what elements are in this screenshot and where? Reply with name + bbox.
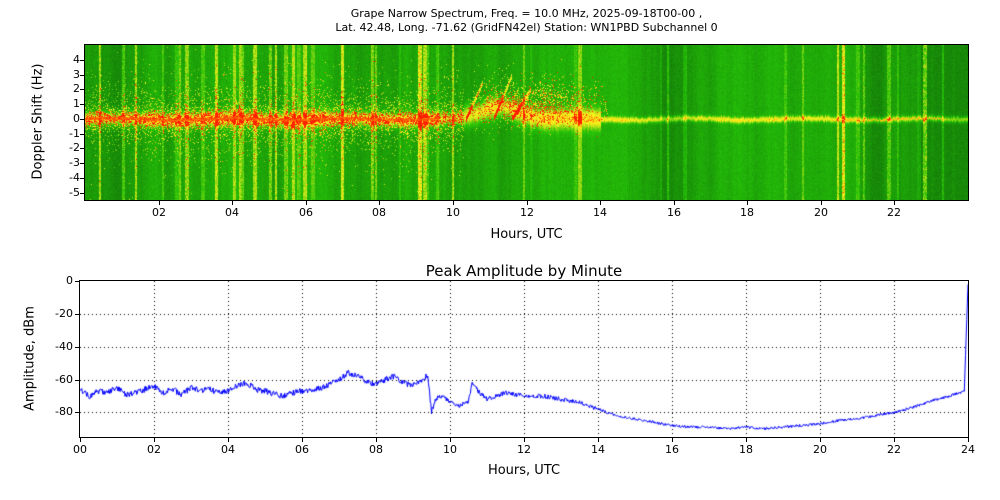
amplitude-x-tick-label: 20 bbox=[813, 443, 827, 456]
amplitude-xlabel: Hours, UTC bbox=[487, 463, 561, 478]
spectrogram-x-tick bbox=[527, 201, 528, 205]
spectrogram-x-tick-label: 06 bbox=[299, 206, 313, 219]
spectrogram-x-tick-label: 22 bbox=[887, 206, 901, 219]
amplitude-x-tick-label: 18 bbox=[739, 443, 753, 456]
amplitude-x-tick bbox=[672, 438, 673, 442]
amplitude-x-tick-label: 16 bbox=[665, 443, 679, 456]
spectrogram-y-tick bbox=[80, 163, 84, 164]
spectrogram-y-tick-label: 1 bbox=[73, 97, 80, 110]
amplitude-y-tick bbox=[75, 380, 79, 381]
spectrogram-x-tick bbox=[674, 201, 675, 205]
spectrogram-y-tick bbox=[80, 75, 84, 76]
spectrogram-x-tick-label: 18 bbox=[740, 206, 754, 219]
amplitude-y-tick-label: -80 bbox=[55, 405, 73, 418]
amplitude-y-tick bbox=[75, 281, 79, 282]
spectrogram-x-tick-label: 16 bbox=[667, 206, 681, 219]
amplitude-ylabel: Amplitude, dBm bbox=[22, 306, 38, 411]
spectrogram-canvas bbox=[85, 45, 968, 200]
spectrogram-y-tick-label: -1 bbox=[69, 127, 80, 140]
amplitude-x-tick bbox=[746, 438, 747, 442]
spectrogram-x-tick bbox=[379, 201, 380, 205]
spectrogram-title-line2: Lat. 42.48, Long. -71.62 (GridFN42el) St… bbox=[335, 21, 718, 34]
amplitude-x-tick-label: 06 bbox=[295, 443, 309, 456]
amplitude-x-tick-label: 04 bbox=[221, 443, 235, 456]
amplitude-y-tick bbox=[75, 347, 79, 348]
amplitude-x-tick-label: 22 bbox=[887, 443, 901, 456]
amplitude-x-tick-label: 02 bbox=[147, 443, 161, 456]
spectrogram-xlabel: Hours, UTC bbox=[490, 227, 563, 242]
amplitude-x-tick-label: 08 bbox=[369, 443, 383, 456]
spectrogram-x-tick bbox=[821, 201, 822, 205]
spectrogram-y-tick bbox=[80, 119, 84, 120]
spectrogram-y-tick bbox=[80, 134, 84, 135]
spectrogram-y-tick bbox=[80, 104, 84, 105]
spectrogram-y-tick-label: -3 bbox=[69, 156, 80, 169]
amplitude-x-tick bbox=[894, 438, 895, 442]
spectrogram-ylabel: Doppler Shift (Hz) bbox=[30, 63, 46, 180]
amplitude-frame bbox=[79, 280, 969, 438]
amplitude-y-tick-label: 0 bbox=[66, 274, 73, 287]
spectrogram-frame bbox=[84, 44, 969, 201]
spectrogram-y-tick bbox=[80, 60, 84, 61]
spectrogram-x-tick bbox=[306, 201, 307, 205]
amplitude-x-tick bbox=[80, 438, 81, 442]
amplitude-x-tick bbox=[524, 438, 525, 442]
spectrogram-y-tick-label: -4 bbox=[69, 171, 80, 184]
spectrogram-x-tick-label: 10 bbox=[446, 206, 460, 219]
amplitude-x-tick bbox=[154, 438, 155, 442]
amplitude-x-tick bbox=[228, 438, 229, 442]
amplitude-x-tick-label: 24 bbox=[961, 443, 975, 456]
amplitude-x-tick bbox=[450, 438, 451, 442]
spectrogram-x-tick bbox=[747, 201, 748, 205]
spectrogram-x-tick-label: 14 bbox=[593, 206, 607, 219]
spectrogram-y-tick bbox=[80, 89, 84, 90]
spectrogram-x-tick-label: 12 bbox=[520, 206, 534, 219]
amplitude-x-tick-label: 12 bbox=[517, 443, 531, 456]
amplitude-y-tick bbox=[75, 412, 79, 413]
amplitude-x-tick-label: 14 bbox=[591, 443, 605, 456]
amplitude-x-tick bbox=[302, 438, 303, 442]
amplitude-x-tick-label: 00 bbox=[73, 443, 87, 456]
amplitude-x-tick bbox=[376, 438, 377, 442]
spectrogram-x-tick bbox=[453, 201, 454, 205]
spectrogram-x-tick-label: 04 bbox=[225, 206, 239, 219]
amplitude-title: Peak Amplitude by Minute bbox=[425, 262, 623, 280]
amplitude-x-tick bbox=[968, 438, 969, 442]
spectrogram-x-tick bbox=[600, 201, 601, 205]
spectrogram-y-tick-label: 4 bbox=[73, 53, 80, 66]
amplitude-y-tick-label: -40 bbox=[55, 340, 73, 353]
spectrogram-title-line1: Grape Narrow Spectrum, Freq. = 10.0 MHz,… bbox=[350, 7, 703, 20]
spectrogram-x-tick-label: 08 bbox=[372, 206, 386, 219]
amplitude-x-tick bbox=[820, 438, 821, 442]
spectrogram-y-tick-label: -5 bbox=[69, 186, 80, 199]
spectrogram-y-tick-label: -2 bbox=[69, 141, 80, 154]
spectrogram-x-tick bbox=[894, 201, 895, 205]
amplitude-y-tick-label: -20 bbox=[55, 307, 73, 320]
amplitude-y-tick-label: -60 bbox=[55, 373, 73, 386]
amplitude-canvas bbox=[80, 281, 968, 437]
spectrogram-x-tick-label: 02 bbox=[152, 206, 166, 219]
amplitude-x-tick bbox=[598, 438, 599, 442]
spectrogram-y-tick bbox=[80, 148, 84, 149]
spectrogram-y-tick-label: 0 bbox=[73, 112, 80, 125]
spectrogram-x-tick-label: 20 bbox=[814, 206, 828, 219]
amplitude-y-tick bbox=[75, 314, 79, 315]
spectrogram-x-tick bbox=[232, 201, 233, 205]
spectrogram-y-tick bbox=[80, 178, 84, 179]
spectrogram-y-tick-label: 3 bbox=[73, 68, 80, 81]
spectrogram-x-tick bbox=[159, 201, 160, 205]
amplitude-x-tick-label: 10 bbox=[443, 443, 457, 456]
spectrogram-y-tick-label: 2 bbox=[73, 82, 80, 95]
spectrogram-y-tick bbox=[80, 193, 84, 194]
